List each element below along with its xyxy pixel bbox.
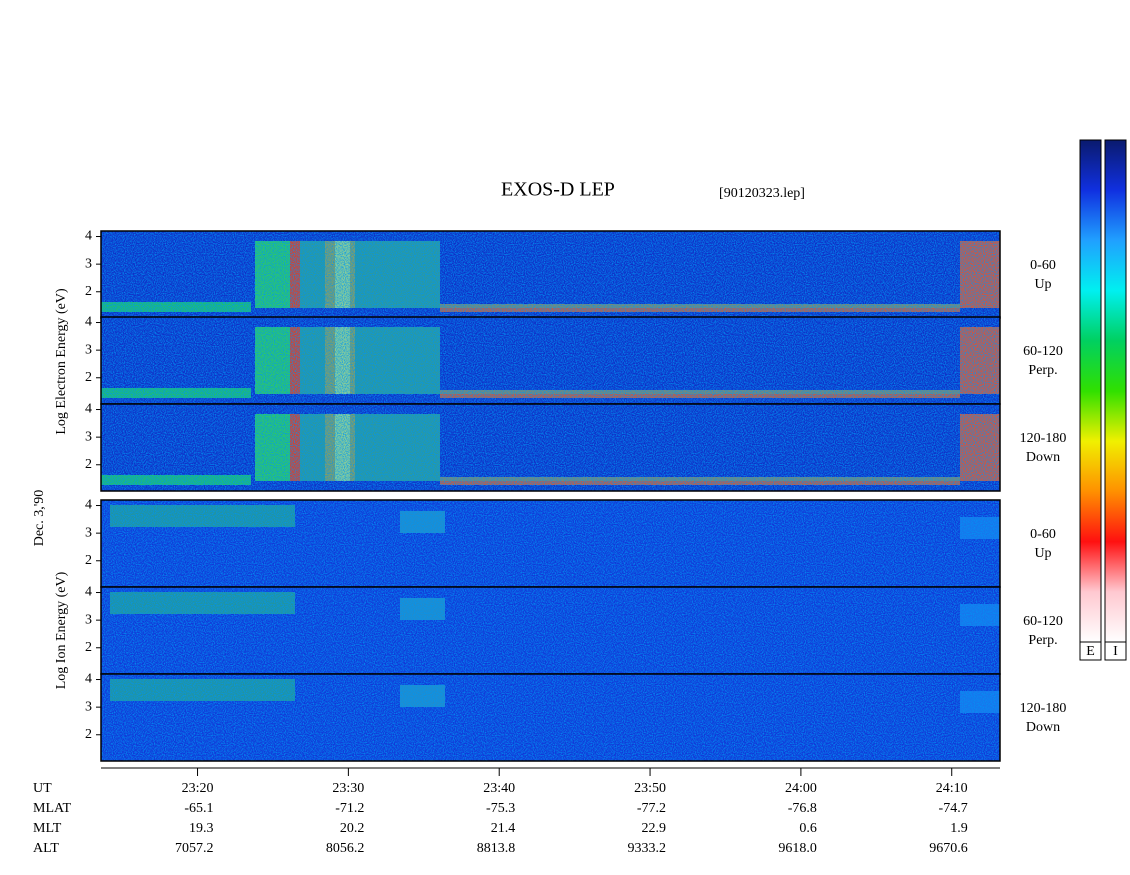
ephemeris-value: 21.4 (491, 821, 516, 836)
subtitle: [90120323.lep] (719, 186, 805, 201)
ephemeris-value: 20.2 (340, 821, 365, 836)
y-tick-label: 2 (85, 284, 92, 299)
ephemeris-value: -75.3 (486, 801, 515, 816)
panel-frame (100, 673, 1001, 762)
y-tick-label: 3 (85, 525, 92, 540)
ephemeris-value: 0.6 (799, 821, 817, 836)
ephemeris-value: 1.9 (950, 821, 968, 836)
y-tick-label: 2 (85, 370, 92, 385)
y-tick-label: 3 (85, 612, 92, 627)
spectrogram-noise (101, 674, 1000, 761)
x-axis-label: UT (33, 781, 52, 796)
ephemeris-value: -65.1 (184, 801, 213, 816)
ephemeris-name: ALT (33, 841, 59, 856)
y-tick-label: 2 (85, 727, 92, 742)
colorbar (1104, 139, 1127, 643)
x-tick-label: 23:40 (483, 781, 515, 796)
x-tick-label: 24:00 (785, 781, 817, 796)
y-tick-label: 3 (85, 429, 92, 444)
ephemeris-value: -74.7 (939, 801, 968, 816)
spectrogram-noise (101, 404, 1000, 491)
ephemeris-value: 9618.0 (778, 841, 817, 856)
panel-name: 0-60 (1030, 258, 1056, 273)
date-label: Dec. 3,'90 (32, 490, 47, 547)
ephemeris-value: 9333.2 (628, 841, 667, 856)
y-tick-label: 4 (85, 585, 92, 600)
spectrogram-noise (101, 500, 1000, 587)
x-tick-label: 23:20 (182, 781, 214, 796)
panel-frame (100, 403, 1001, 492)
panel-direction: Down (1026, 720, 1060, 735)
ephemeris-value: -76.8 (788, 801, 817, 816)
y-tick-label: 3 (85, 699, 92, 714)
spectrogram-noise (101, 231, 1000, 318)
ephemeris-value: -71.2 (335, 801, 364, 816)
panel-direction: Down (1026, 450, 1060, 465)
group-label: Log Electron Energy (eV) (54, 288, 69, 435)
panel-name: 120-180 (1020, 701, 1067, 716)
y-tick-label: 4 (85, 315, 92, 330)
colorbar-label-box (1104, 641, 1127, 661)
y-tick-label: 4 (85, 672, 92, 687)
ephemeris-value: 8056.2 (326, 841, 365, 856)
ephemeris-value: 22.9 (642, 821, 667, 836)
ephemeris-value: -77.2 (637, 801, 666, 816)
ephemeris-name: MLAT (33, 801, 72, 816)
panel-direction: Perp. (1028, 633, 1057, 648)
ephemeris-value: 7057.2 (175, 841, 214, 856)
panel-direction: Up (1034, 546, 1051, 561)
group-label: Log Ion Energy (eV) (54, 571, 69, 689)
panel-name: 60-120 (1023, 344, 1063, 359)
y-tick-label: 4 (85, 402, 92, 417)
ephemeris-value: 19.3 (189, 821, 214, 836)
ephemeris-name: MLT (33, 821, 62, 836)
x-tick-label: 23:30 (332, 781, 364, 796)
chart-title: EXOS-D LEP (501, 179, 615, 201)
colorbar (1079, 139, 1102, 643)
ephemeris-value: 8813.8 (477, 841, 516, 856)
colorbar-label: I (1113, 644, 1118, 659)
panel-direction: Perp. (1028, 363, 1057, 378)
ephemeris-value: 9670.6 (929, 841, 968, 856)
x-tick-label: 23:50 (634, 781, 666, 796)
y-tick-label: 3 (85, 342, 92, 357)
y-tick-label: 4 (85, 229, 92, 244)
colorbar-label: E (1086, 644, 1095, 659)
y-tick-label: 2 (85, 457, 92, 472)
colorbar-label-box (1079, 641, 1102, 661)
spectrogram-noise (101, 317, 1000, 404)
panel-direction: Up (1034, 277, 1051, 292)
y-tick-label: 3 (85, 256, 92, 271)
spectrogram-noise (101, 587, 1000, 674)
panel-name: 60-120 (1023, 614, 1063, 629)
y-tick-label: 4 (85, 498, 92, 513)
y-tick-label: 2 (85, 553, 92, 568)
y-tick-label: 2 (85, 640, 92, 655)
panel-name: 0-60 (1030, 527, 1056, 542)
x-tick-label: 24:10 (936, 781, 968, 796)
panel-name: 120-180 (1020, 431, 1067, 446)
